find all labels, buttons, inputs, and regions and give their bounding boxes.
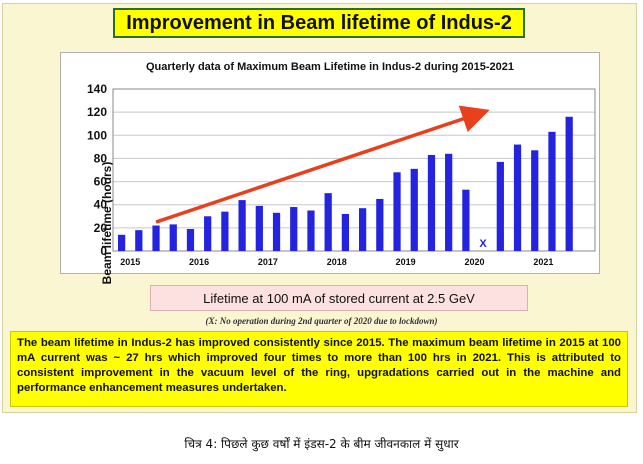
y-tick-label: 140 [87,82,107,96]
y-tick-label: 80 [94,151,108,165]
bar [358,208,367,251]
bar [324,193,332,251]
x-year-label: 2021 [533,257,553,267]
y-tick-label: 0 [100,244,107,258]
bar [135,230,143,251]
x-year-label: 2015 [120,257,140,267]
trend-arrow [155,105,490,224]
y-tick-label: 100 [87,128,107,142]
bar [117,234,126,251]
bar [255,205,263,251]
y-tick-label: 20 [94,221,108,235]
bar [221,211,229,251]
chart-panel: Quarterly data of Maximum Beam Lifetime … [60,52,600,284]
missing-quarter-marker: X [479,238,487,250]
bar [513,144,522,251]
bar [548,131,556,251]
bar [307,210,315,251]
chart-title: Quarterly data of Maximum Beam Lifetime … [146,61,514,73]
x-year-label: 2018 [327,257,347,267]
x-year-label: 2020 [464,257,484,267]
bar [204,216,212,251]
y-tick-label: 60 [94,175,108,189]
bar [290,207,298,251]
bar [565,116,573,251]
bar [393,172,401,251]
x-year-label: 2017 [258,257,278,267]
figure-caption: चित्र 4: पिछले कुछ वर्षों में इंडस-2 के … [184,437,459,451]
y-tick-label: 40 [94,198,108,212]
bar [238,200,246,251]
bar [376,198,384,251]
lockdown-note: (X: No operation during 2nd quarter of 2… [205,316,438,326]
slide-title: Improvement in Beam lifetime of Indus-2 [113,8,525,38]
bar [169,224,177,251]
plot-area-border [112,88,596,252]
x-year-label: 2016 [189,257,209,267]
x-year-label: 2019 [396,257,416,267]
bar [341,213,350,251]
lifetime-caption-box: Lifetime at 100 mA of stored current at … [150,285,528,311]
bar [462,189,470,251]
beam-lifetime-chart: 0 20 40 60 80 100 120 140 X 2015 2016 2017 2018 2019 2… [87,82,596,267]
bar [531,150,539,251]
bar [427,154,436,251]
summary-paragraph: The beam lifetime in Indus-2 has improve… [10,331,628,407]
y-tick-label: 120 [87,105,107,119]
bar [445,153,453,251]
bar [272,212,281,251]
bar [410,168,418,251]
bar [152,225,160,251]
bar [496,161,504,251]
bar [186,229,195,251]
